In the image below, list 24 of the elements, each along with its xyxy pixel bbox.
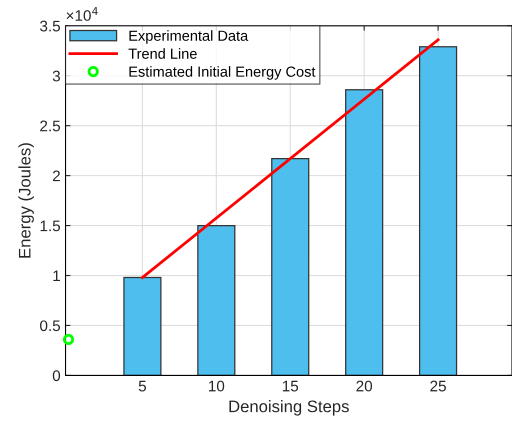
bar bbox=[197, 224, 236, 376]
y-tick-label: 1 bbox=[53, 270, 60, 282]
y-tick-label: 3 bbox=[52, 70, 60, 82]
bar bbox=[418, 46, 458, 376]
bar bbox=[271, 158, 310, 376]
y-tick-label: 1.5 bbox=[40, 220, 60, 232]
bar bbox=[123, 276, 162, 376]
text: ×10$^{4}$ bbox=[66, 7, 98, 21]
y-tick-label: 2.5 bbox=[40, 120, 60, 132]
y-axis-title: Energy (Joules) bbox=[18, 143, 34, 258]
x-tick-label: 20 bbox=[356, 380, 372, 392]
x-tick-label: 25 bbox=[430, 380, 446, 392]
legend-label: Estimated Initial Energy Cost bbox=[129, 66, 316, 80]
legend-label: Experimental Data bbox=[129, 30, 248, 44]
x-tick-label: 10 bbox=[209, 380, 224, 392]
y-tick-label: 2 bbox=[52, 170, 60, 182]
bar bbox=[345, 89, 384, 376]
y-tick-label: 0 bbox=[52, 370, 60, 382]
y-tick-label: 0.5 bbox=[40, 320, 60, 332]
x-tick-label: 5 bbox=[138, 380, 146, 392]
x-tick-label: 15 bbox=[282, 380, 298, 392]
y-tick-label: 3.5 bbox=[40, 20, 60, 32]
x-axis-title: Denoising Steps bbox=[229, 400, 349, 416]
legend-label: Trend Line bbox=[128, 48, 197, 59]
